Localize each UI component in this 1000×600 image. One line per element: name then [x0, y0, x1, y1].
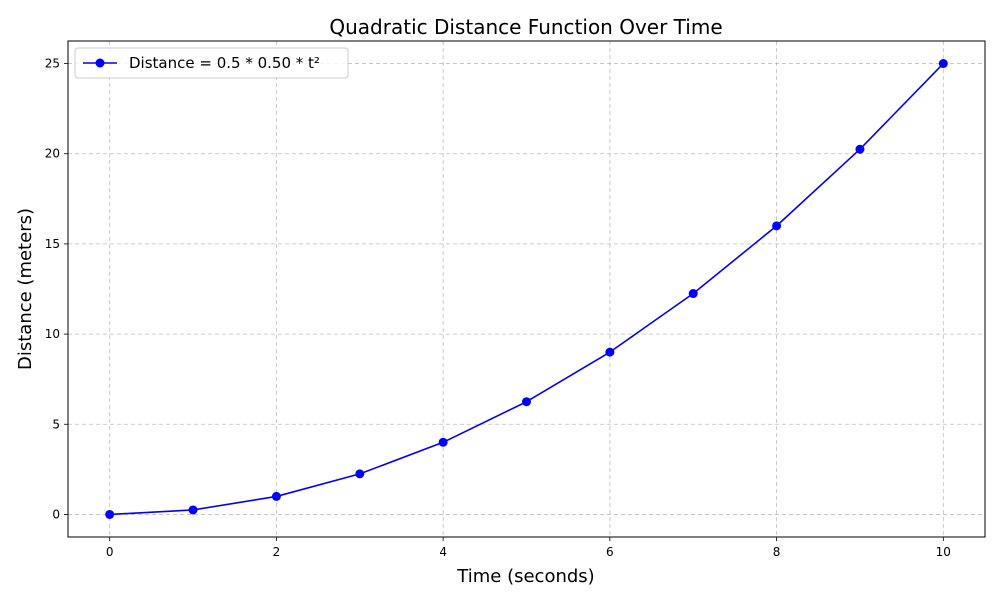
legend: Distance = 0.5 * 0.50 * t² — [74, 47, 349, 79]
x-tick-label: 0 — [106, 545, 114, 559]
x-tick-label: 6 — [606, 545, 614, 559]
plot-area-frame — [67, 40, 986, 538]
y-tick-label: 25 — [45, 57, 60, 71]
data-point — [105, 509, 115, 519]
legend-box — [74, 47, 349, 79]
data-point — [688, 289, 698, 299]
data-point — [355, 469, 365, 479]
x-tick-label: 4 — [439, 545, 447, 559]
data-point — [271, 491, 281, 501]
y-axis-label: Distance (meters) — [15, 208, 36, 370]
y-tick-label: 15 — [45, 237, 60, 251]
x-tick-label: 10 — [936, 545, 951, 559]
legend-entry-label: Distance = 0.5 * 0.50 * t² — [129, 54, 320, 72]
x-tick-label: 2 — [273, 545, 281, 559]
data-point — [855, 144, 865, 154]
x-axis-label: Time (seconds) — [456, 566, 594, 587]
legend-marker-swatch — [95, 58, 105, 68]
y-tick-label: 5 — [52, 417, 60, 431]
data-point — [772, 221, 782, 231]
axis-ticks: 0 2 4 6 8 10 0 5 10 15 20 25 — [45, 57, 951, 559]
series-layer — [105, 59, 948, 519]
data-point — [522, 397, 531, 407]
x-tick-label: 8 — [773, 545, 781, 559]
y-tick-label: 0 — [52, 507, 60, 521]
data-point — [938, 59, 948, 69]
data-point — [438, 437, 448, 447]
chart-title: Quadratic Distance Function Over Time — [329, 15, 722, 39]
y-tick-label: 10 — [45, 327, 60, 341]
y-tick-label: 20 — [45, 147, 60, 161]
grid — [68, 41, 985, 537]
data-point — [605, 347, 615, 357]
data-point — [188, 505, 198, 515]
